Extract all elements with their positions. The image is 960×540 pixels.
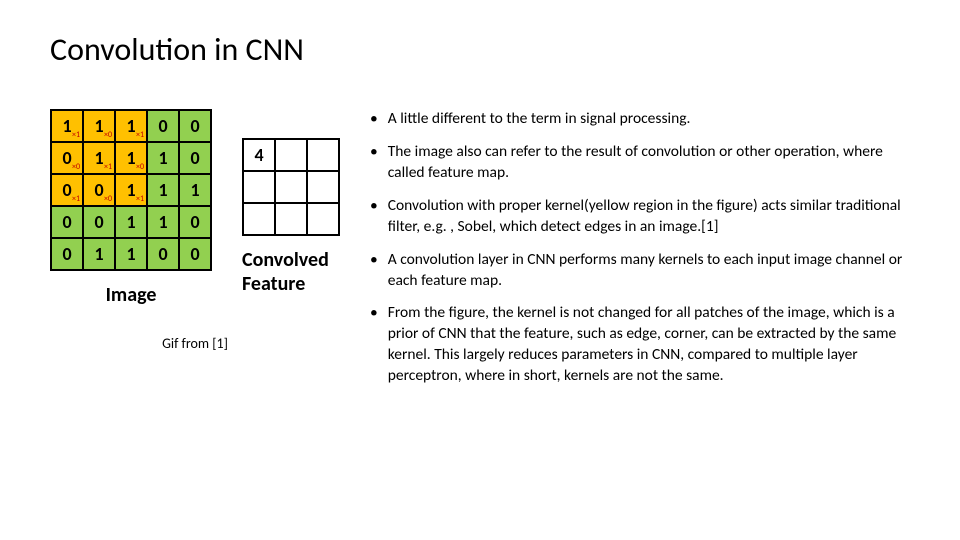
image-cell: 1×1: [51, 110, 83, 142]
image-cell: 1×0: [115, 142, 147, 174]
image-cell: 0: [147, 110, 179, 142]
image-cell: 0×0: [51, 142, 83, 174]
image-cell: 0: [179, 110, 211, 142]
image-cell: 1: [147, 174, 179, 206]
image-cell: 0: [179, 238, 211, 270]
kernel-subscript: ×0: [136, 162, 144, 172]
kernel-subscript: ×1: [104, 162, 112, 172]
convolved-label: Convolved Feature: [242, 248, 329, 296]
kernel-subscript: ×0: [104, 194, 112, 204]
image-block: 1×11×01×1000×01×11×0100×10×01×1110011001…: [50, 109, 212, 307]
convolved-cell: [275, 171, 307, 203]
bullet-ul: A little different to the term in signal…: [370, 109, 910, 387]
image-cell: 0: [51, 206, 83, 238]
bullet-text: The image also can refer to the result o…: [388, 142, 910, 184]
slide: Convolution in CNN 1×11×01×1000×01×11×01…: [0, 0, 960, 540]
kernel-subscript: ×0: [72, 162, 80, 172]
convolved-cell: [243, 203, 275, 235]
image-cell: 1: [83, 238, 115, 270]
kernel-subscript: ×0: [104, 130, 112, 140]
image-cell: 1×1: [115, 110, 147, 142]
bullet-text: A little different to the term in signal…: [388, 109, 691, 130]
bullet-item: Convolution with proper kernel(yellow re…: [370, 196, 910, 238]
image-cell: 1: [115, 238, 147, 270]
convolved-cell: [243, 171, 275, 203]
bullet-item: The image also can refer to the result o…: [370, 142, 910, 184]
convolved-cell: [307, 139, 339, 171]
image-cell: 1: [115, 206, 147, 238]
kernel-subscript: ×1: [136, 130, 144, 140]
bullet-text: From the figure, the kernel is not chang…: [388, 303, 910, 387]
convolved-label-line2: Feature: [242, 272, 305, 296]
kernel-subscript: ×1: [136, 194, 144, 204]
kernel-subscript: ×1: [72, 194, 80, 204]
image-grid: 1×11×01×1000×01×11×0100×10×01×1110011001…: [50, 109, 212, 271]
bullet-item: A convolution layer in CNN performs many…: [370, 250, 910, 292]
convolved-cell: [307, 203, 339, 235]
slide-title: Convolution in CNN: [50, 30, 910, 69]
bullet-item: From the figure, the kernel is not chang…: [370, 303, 910, 387]
image-cell: 0: [179, 142, 211, 174]
image-cell: 0×1: [51, 174, 83, 206]
image-cell: 0: [147, 238, 179, 270]
image-cell: 1×1: [83, 142, 115, 174]
convolved-cell: 4: [243, 139, 275, 171]
image-cell: 0: [51, 238, 83, 270]
convolved-cell: [307, 171, 339, 203]
image-cell: 0×0: [83, 174, 115, 206]
convolved-cell: [275, 203, 307, 235]
image-cell: 1: [179, 174, 211, 206]
convolved-cell: [275, 139, 307, 171]
image-cell: 1×0: [83, 110, 115, 142]
image-cell: 1: [147, 142, 179, 174]
bullet-text: Convolution with proper kernel(yellow re…: [388, 196, 910, 238]
image-cell: 1×1: [115, 174, 147, 206]
figure-column: 1×11×01×1000×01×11×0100×10×01×1110011001…: [50, 109, 340, 352]
convolved-label-line1: Convolved: [242, 248, 329, 272]
image-cell: 0: [83, 206, 115, 238]
convolved-grid: 4: [242, 138, 340, 236]
convolved-block: 4 Convolved Feature: [242, 138, 340, 296]
bullet-item: A little different to the term in signal…: [370, 109, 910, 130]
image-label: Image: [106, 283, 157, 307]
bullet-list: A little different to the term in signal…: [370, 109, 910, 399]
gif-credit: Gif from [1]: [162, 335, 228, 352]
image-cell: 1: [147, 206, 179, 238]
bullet-text: A convolution layer in CNN performs many…: [388, 250, 910, 292]
content-row: 1×11×01×1000×01×11×0100×10×01×1110011001…: [50, 109, 910, 399]
figure-row: 1×11×01×1000×01×11×0100×10×01×1110011001…: [50, 109, 340, 307]
kernel-subscript: ×1: [72, 130, 80, 140]
image-cell: 0: [179, 206, 211, 238]
